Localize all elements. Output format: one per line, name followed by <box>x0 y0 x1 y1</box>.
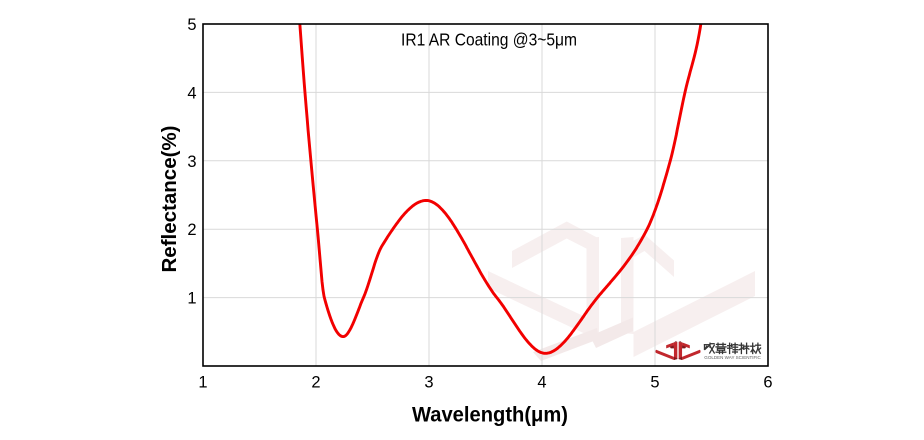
svg-text:1: 1 <box>187 290 196 308</box>
svg-text:2: 2 <box>311 373 320 391</box>
svg-text:5: 5 <box>187 16 196 34</box>
svg-text:3: 3 <box>424 373 433 391</box>
svg-text:Wavelength(μm): Wavelength(μm) <box>412 403 568 426</box>
svg-text:5: 5 <box>650 373 659 391</box>
svg-text:2: 2 <box>187 221 196 239</box>
svg-text:4: 4 <box>537 373 546 391</box>
svg-text:4: 4 <box>187 84 196 102</box>
svg-text:1: 1 <box>198 373 207 391</box>
svg-text:GOLDEN WAY SCIENTIFIC: GOLDEN WAY SCIENTIFIC <box>704 355 761 361</box>
svg-text:3: 3 <box>187 153 196 171</box>
svg-text:6: 6 <box>763 373 772 391</box>
svg-text:Reflectance(%): Reflectance(%) <box>159 126 181 273</box>
svg-text:IR1 AR Coating @3~5μm: IR1 AR Coating @3~5μm <box>401 30 577 50</box>
